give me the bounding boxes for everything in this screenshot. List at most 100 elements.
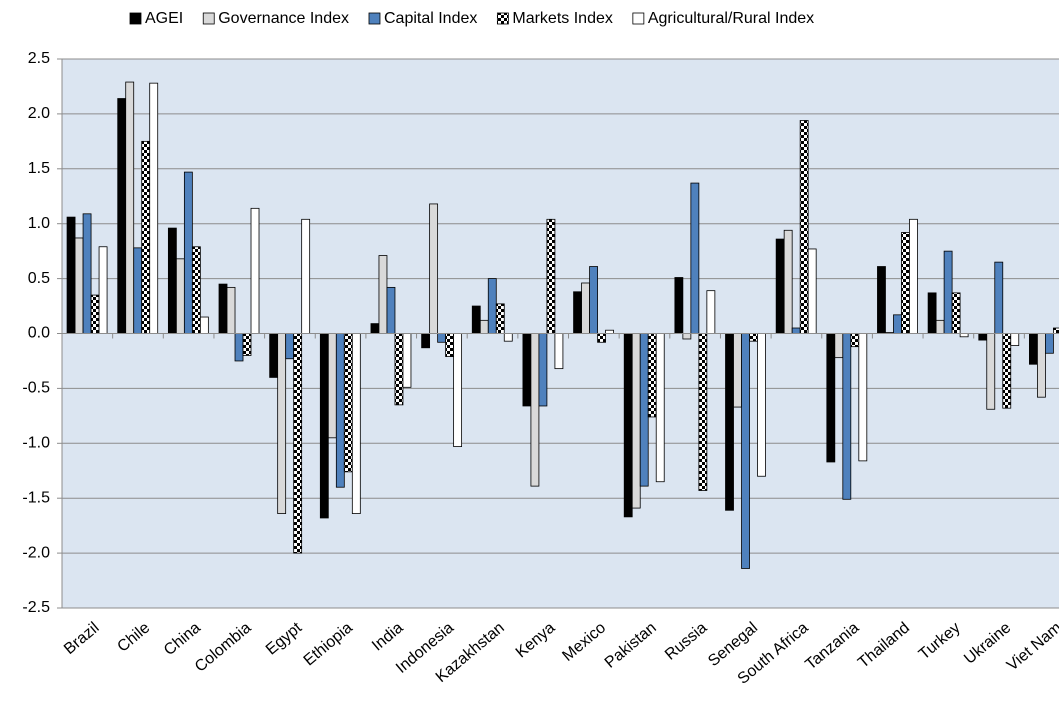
bar xyxy=(826,333,836,463)
y-tick-label: 2.5 xyxy=(28,50,50,67)
bar xyxy=(597,333,606,343)
x-tick-label: Turkey xyxy=(916,619,964,663)
bar xyxy=(842,333,852,500)
bar xyxy=(327,333,337,439)
legend-label: Agricultural/Rural Index xyxy=(648,10,814,27)
bar xyxy=(698,333,708,491)
bar xyxy=(554,333,564,370)
bar xyxy=(901,232,910,334)
bar xyxy=(191,246,201,334)
bar xyxy=(775,238,785,334)
bar xyxy=(647,333,657,418)
y-tick-label: 2.0 xyxy=(28,105,50,122)
bar xyxy=(791,327,801,334)
bar xyxy=(725,333,734,511)
x-tick-label: Tanzania xyxy=(802,619,862,673)
bar xyxy=(277,333,287,514)
bar xyxy=(783,229,793,334)
bar xyxy=(437,333,447,343)
bar xyxy=(573,291,582,334)
bar xyxy=(690,182,700,334)
y-tick-label: -2.5 xyxy=(22,599,50,616)
bar xyxy=(858,333,868,462)
bar xyxy=(503,333,513,342)
bar xyxy=(741,333,750,569)
bar xyxy=(935,319,945,334)
y-tick-label: -2.0 xyxy=(22,544,50,561)
bar xyxy=(226,286,236,334)
bar xyxy=(631,333,641,509)
bar xyxy=(199,316,209,334)
bar xyxy=(733,333,742,408)
bar xyxy=(994,261,1004,334)
bar xyxy=(706,290,716,334)
bar xyxy=(589,266,598,334)
bar xyxy=(850,333,860,348)
bar xyxy=(335,333,345,488)
bar xyxy=(429,203,439,334)
legend-swatch xyxy=(632,12,645,25)
bar xyxy=(319,333,329,519)
bar xyxy=(74,237,84,334)
legend-label: AGEI xyxy=(145,10,183,27)
y-tick-label: 0.0 xyxy=(28,325,50,342)
x-tick-label: Viet Nam xyxy=(1004,619,1059,674)
x-tick-label: Egypt xyxy=(263,619,306,659)
bar xyxy=(943,250,953,334)
bar xyxy=(986,333,996,410)
bar xyxy=(402,333,412,388)
bar xyxy=(421,333,431,349)
bar xyxy=(250,207,260,334)
legend-swatch xyxy=(202,12,215,25)
bar xyxy=(234,333,244,362)
bar xyxy=(749,333,758,342)
bar xyxy=(370,323,380,334)
bar xyxy=(386,286,396,334)
bar xyxy=(175,258,185,334)
x-tick-label: Thailand xyxy=(855,619,913,671)
bar xyxy=(951,292,961,334)
bar xyxy=(757,333,766,477)
bar xyxy=(90,294,100,334)
bar xyxy=(98,246,108,334)
legend-swatch xyxy=(496,12,509,25)
bar xyxy=(141,140,151,334)
bar xyxy=(242,333,252,356)
y-tick-label: 0.5 xyxy=(28,270,50,287)
bar xyxy=(149,82,159,334)
bar xyxy=(927,292,937,334)
bar xyxy=(674,277,684,334)
bar xyxy=(167,227,177,334)
bar xyxy=(799,120,809,334)
bar xyxy=(1053,327,1059,334)
x-tick-label: Brazil xyxy=(61,619,103,658)
bar xyxy=(546,218,556,334)
bar xyxy=(655,333,665,483)
bar xyxy=(82,213,92,334)
x-tick-label: Russia xyxy=(662,619,710,664)
bar xyxy=(471,305,481,334)
bar xyxy=(351,333,361,514)
bar xyxy=(133,247,143,334)
bar xyxy=(218,283,228,334)
bar xyxy=(530,333,540,487)
bar xyxy=(117,98,127,334)
bar xyxy=(623,333,633,518)
bar xyxy=(1002,333,1012,409)
bar xyxy=(1045,333,1054,354)
legend-swatch xyxy=(129,12,142,25)
x-tick-label: India xyxy=(369,619,407,654)
bar xyxy=(453,333,463,447)
bar xyxy=(125,81,135,334)
x-tick-label: Ethiopia xyxy=(301,619,356,669)
bar xyxy=(479,319,489,334)
bar xyxy=(538,333,548,407)
x-tick-label: China xyxy=(161,619,204,659)
y-tick-label: 1.5 xyxy=(28,160,50,177)
legend-label: Capital Index xyxy=(384,10,477,27)
legend-label: Markets Index xyxy=(512,10,612,27)
bar xyxy=(978,333,988,341)
bar xyxy=(293,333,303,554)
y-tick-label: -1.5 xyxy=(22,489,50,506)
